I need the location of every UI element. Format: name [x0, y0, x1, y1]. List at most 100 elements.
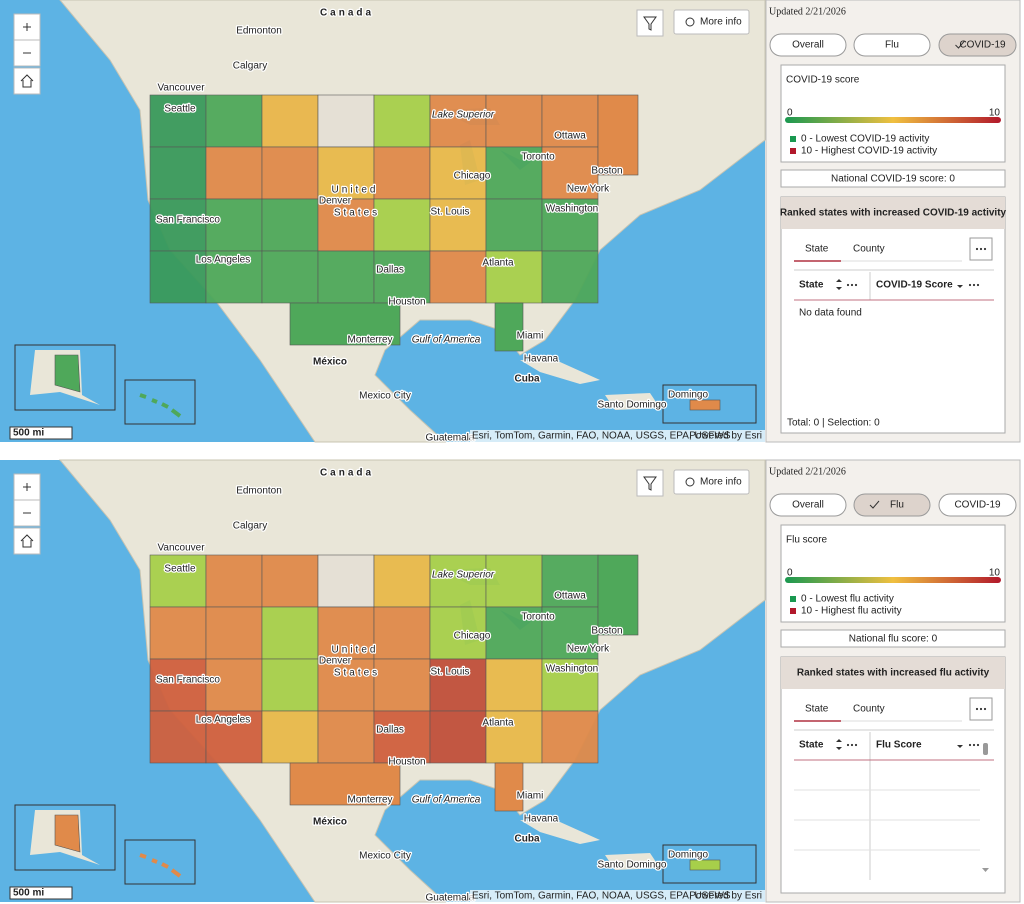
- tab-label: Flu: [885, 40, 899, 51]
- map-label: Boston: [591, 166, 622, 177]
- state: [541, 198, 599, 252]
- dot: [850, 283, 854, 287]
- tab[interactable]: [853, 33, 931, 57]
- scale-min: 0: [787, 568, 793, 579]
- legend-swatch: [790, 596, 796, 602]
- state: [149, 710, 207, 764]
- state: [205, 658, 263, 712]
- map-label: Canada: [320, 8, 374, 19]
- map-label: Mexico City: [359, 851, 411, 862]
- subtab[interactable]: State: [805, 704, 829, 715]
- tab[interactable]: [938, 33, 1017, 57]
- tab-label: COVID-19: [954, 500, 1001, 511]
- map-label: México: [313, 357, 347, 368]
- state: [485, 710, 543, 764]
- scale-bar: [9, 426, 73, 440]
- state: [373, 198, 431, 252]
- map-label: San Francisco: [156, 675, 220, 686]
- puerto-rico: [689, 859, 721, 871]
- map-label: Houston: [388, 757, 425, 768]
- sidebar: Updated 2/21/2026 Overall Flu COVID-19 COVID…: [765, 0, 1021, 443]
- state: [597, 94, 639, 176]
- state: [317, 710, 375, 764]
- map-label: St. Louis: [431, 667, 470, 678]
- subtab[interactable]: County: [853, 704, 885, 715]
- tab[interactable]: [769, 493, 847, 517]
- home[interactable]: [13, 67, 41, 95]
- map-label: Atlanta: [482, 718, 514, 729]
- state: [261, 250, 319, 304]
- map-label: Monterrey: [347, 335, 392, 346]
- scale-max: 10: [989, 568, 1001, 579]
- map-label: Chicago: [454, 631, 491, 642]
- map-label: New York: [567, 184, 610, 195]
- attribution-bg: [470, 890, 765, 902]
- map-label: Ottawa: [554, 131, 586, 142]
- map-label: Washington: [546, 204, 598, 215]
- check-icon: [869, 500, 880, 509]
- filter[interactable]: [636, 9, 664, 37]
- map-label: Washington: [546, 664, 598, 675]
- state: [205, 198, 263, 252]
- state: [429, 554, 487, 608]
- filter[interactable]: [636, 469, 664, 497]
- hawaii: [139, 853, 182, 878]
- state: [317, 94, 375, 148]
- state: [261, 94, 319, 148]
- map-label: Boston: [591, 626, 622, 637]
- legend-swatch: [790, 608, 796, 614]
- plus-icon: [23, 483, 31, 491]
- ranked-box: [780, 196, 1006, 434]
- map-label: Edmonton: [236, 26, 282, 37]
- map-label: New York: [567, 644, 610, 655]
- powered-by: Powered by Esri: [689, 891, 762, 902]
- dot: [983, 707, 987, 711]
- more-info[interactable]: [673, 469, 750, 495]
- more-info-label: More info: [700, 17, 742, 28]
- tab[interactable]: [853, 493, 931, 517]
- scrollbar: [983, 743, 988, 755]
- map-label: Domingo: [668, 390, 708, 401]
- state: [429, 94, 487, 148]
- dot: [968, 283, 972, 287]
- tab[interactable]: [769, 33, 847, 57]
- ranked-header: [781, 657, 1005, 689]
- footer: Total: 0 | Selection: 0: [787, 418, 880, 429]
- more-info[interactable]: [673, 9, 750, 35]
- map-label: Canada: [320, 468, 374, 479]
- state: [261, 146, 319, 200]
- subtab[interactable]: County: [853, 244, 885, 255]
- hispaniola: [605, 853, 660, 870]
- home-icon: [20, 534, 34, 548]
- map-label: Ottawa: [554, 591, 586, 602]
- legend-item: 0 - Lowest COVID-19 activity: [801, 134, 929, 145]
- state: [289, 762, 401, 806]
- map-label: Havana: [524, 814, 559, 825]
- column-header: Flu Score: [876, 740, 922, 751]
- national-box: [780, 629, 1006, 648]
- tab[interactable]: [938, 493, 1017, 517]
- map-label: Edmonton: [236, 486, 282, 497]
- powered-by: Powered by Esri: [689, 431, 762, 442]
- hawaii-inset: [124, 839, 196, 885]
- state: [485, 554, 543, 608]
- scale-label: 500 mi: [13, 428, 44, 439]
- hispaniola: [605, 393, 660, 410]
- cuba: [520, 360, 600, 384]
- subtab[interactable]: State: [805, 244, 829, 255]
- hawaii: [139, 393, 182, 418]
- home[interactable]: [13, 527, 41, 555]
- column-header: State: [799, 740, 824, 751]
- state: [205, 94, 263, 148]
- scale-max: 10: [989, 108, 1001, 119]
- attribution-bg: [470, 430, 765, 442]
- legend-swatch: [790, 148, 796, 154]
- state: [289, 302, 401, 346]
- ranked-title: Ranked states with increased COVID-19 ac…: [780, 208, 1007, 219]
- tab-label: COVID-19: [959, 40, 1006, 51]
- state: [373, 658, 431, 712]
- state: [541, 250, 599, 304]
- hawaii-inset: [124, 379, 196, 425]
- map-label: Seattle: [164, 564, 196, 575]
- dot: [972, 283, 976, 287]
